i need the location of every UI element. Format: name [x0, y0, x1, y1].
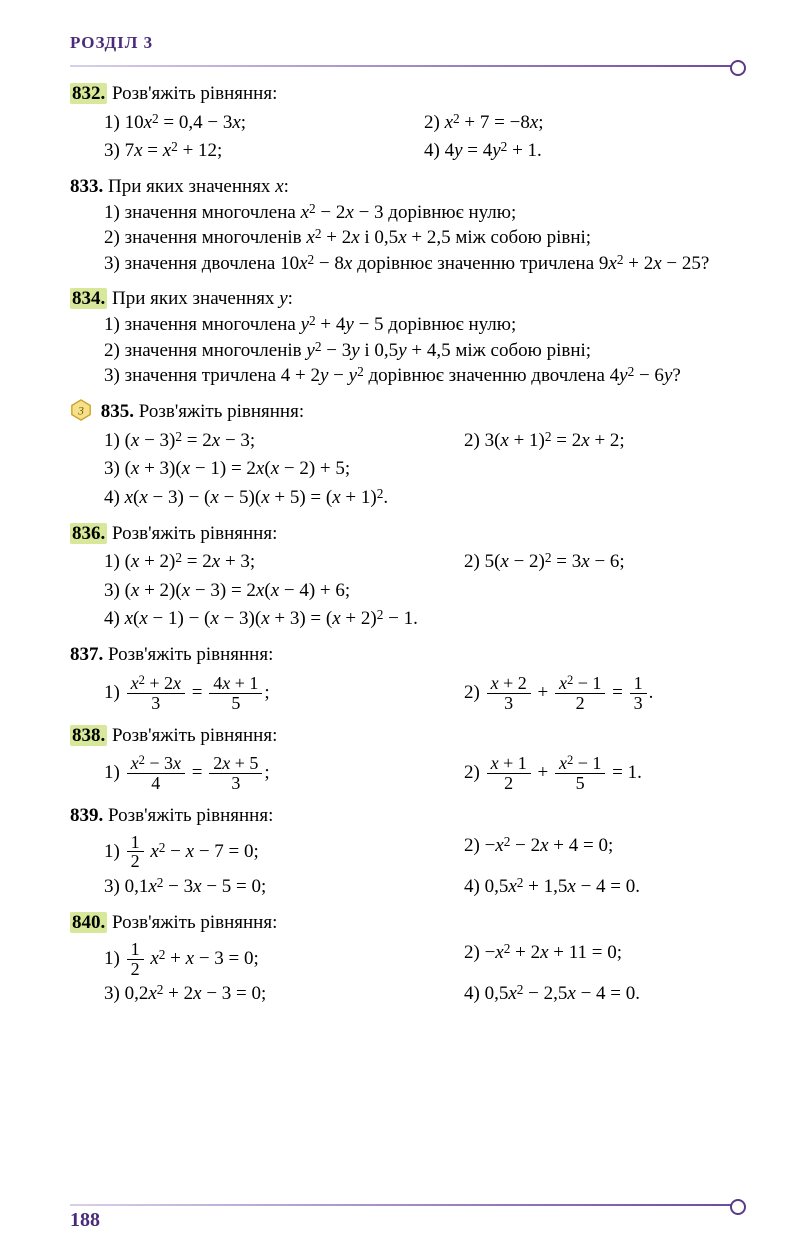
eq-item: 4) x(x − 3) − (x − 5)(x + 5) = (x + 1)2. [104, 485, 740, 511]
problem-line: 2) значення многочленів y2 − 3y і 0,5y +… [70, 338, 740, 364]
problem-837: 837. Розв'яжіть рівняння: 1) x2 + 2x3 = … [70, 642, 740, 712]
eq-item: 1) 12 x2 + x − 3 = 0; [104, 940, 464, 979]
eq-item: 4) 0,5x2 + 1,5x − 4 = 0. [464, 874, 640, 900]
problem-prompt: Розв'яжіть рівняння: [112, 523, 277, 544]
problem-839: 839. Розв'яжіть рівняння: 1) 12 x2 − x −… [70, 803, 740, 900]
eq-item: 3) 0,1x2 − 3x − 5 = 0; [104, 874, 464, 900]
eq-item: 3) 7x = x2 + 12; [104, 138, 424, 164]
problem-line: 3) значення тричлена 4 + 2y − y2 дорівню… [70, 363, 740, 389]
eq-item: 2) 3(x + 1)2 = 2x + 2; [464, 428, 625, 454]
hexagon-3-icon: 3 [70, 399, 92, 421]
problem-838: 838. Розв'яжіть рівняння: 1) x2 − 3x4 = … [70, 723, 740, 793]
problem-prompt: При яких значеннях x: [108, 176, 289, 197]
bottom-rule [70, 1204, 740, 1206]
eq-item: 2) x + 12 + x2 − 15 = 1. [464, 754, 642, 793]
eq-item: 1) 12 x2 − x − 7 = 0; [104, 833, 464, 872]
problem-number: 837. [70, 644, 103, 665]
eq-item: 4) x(x − 1) − (x − 3)(x + 3) = (x + 2)2 … [104, 606, 740, 632]
problem-835: 3 835. Розв'яжіть рівняння: 1) (x − 3)2 … [70, 399, 740, 511]
problem-840: 840. Розв'яжіть рівняння: 1) 12 x2 + x −… [70, 910, 740, 1007]
problem-836: 836. Розв'яжіть рівняння: 1) (x + 2)2 = … [70, 521, 740, 633]
svg-text:3: 3 [77, 404, 84, 418]
problem-prompt: Розв'яжіть рівняння: [112, 725, 277, 746]
page-number: 188 [70, 1207, 100, 1234]
eq-item: 3) (x + 3)(x − 1) = 2x(x − 2) + 5; [104, 456, 740, 482]
problem-line: 3) значення двочлена 10x2 − 8x дорівнює … [70, 251, 740, 277]
problem-prompt: Розв'яжіть рівняння: [112, 83, 277, 104]
problem-prompt: Розв'яжіть рівняння: [112, 912, 277, 933]
problem-prompt: Розв'яжіть рівняння: [108, 644, 273, 665]
eq-item: 2) x2 + 7 = −8x; [424, 110, 544, 136]
problem-number: 836. [70, 523, 107, 544]
eq-item: 3) 0,2x2 + 2x − 3 = 0; [104, 981, 464, 1007]
problem-number: 832. [70, 83, 107, 104]
problem-832: 832. Розв'яжіть рівняння: 1) 10x2 = 0,4 … [70, 81, 740, 164]
problem-number: 834. [70, 288, 107, 309]
eq-item: 1) (x − 3)2 = 2x − 3; [104, 428, 464, 454]
eq-item: 2) −x2 + 2x + 11 = 0; [464, 940, 622, 979]
problem-833: 833. При яких значеннях x: 1) значення м… [70, 174, 740, 277]
eq-item: 4) 0,5x2 − 2,5x − 4 = 0. [464, 981, 640, 1007]
eq-item: 1) (x + 2)2 = 2x + 3; [104, 549, 464, 575]
eq-item: 1) x2 + 2x3 = 4x + 15; [104, 674, 464, 713]
problem-number: 835. [101, 401, 134, 422]
problem-prompt: Розв'яжіть рівняння: [139, 401, 304, 422]
problem-number: 839. [70, 805, 103, 826]
eq-item: 2) x + 23 + x2 − 12 = 13. [464, 674, 653, 713]
problem-834: 834. При яких значеннях y: 1) значення м… [70, 286, 740, 389]
eq-item: 1) x2 − 3x4 = 2x + 53; [104, 754, 464, 793]
eq-item: 2) −x2 − 2x + 4 = 0; [464, 833, 613, 872]
eq-item: 1) 10x2 = 0,4 − 3x; [104, 110, 424, 136]
section-header: РОЗДІЛ 3 [70, 32, 740, 55]
problem-line: 1) значення многочлена y2 + 4y − 5 дорів… [70, 312, 740, 338]
eq-item: 2) 5(x − 2)2 = 3x − 6; [464, 549, 625, 575]
problem-prompt: Розв'яжіть рівняння: [108, 805, 273, 826]
problem-number: 840. [70, 912, 107, 933]
problem-number: 833. [70, 176, 103, 197]
eq-item: 3) (x + 2)(x − 3) = 2x(x − 4) + 6; [104, 578, 740, 604]
eq-item: 4) 4y = 4y2 + 1. [424, 138, 542, 164]
problem-line: 1) значення многочлена x2 − 2x − 3 дорів… [70, 200, 740, 226]
problem-number: 838. [70, 725, 107, 746]
problem-prompt: При яких значеннях y: [112, 288, 293, 309]
top-rule [70, 65, 740, 67]
problem-line: 2) значення многочленів x2 + 2x і 0,5x +… [70, 225, 740, 251]
